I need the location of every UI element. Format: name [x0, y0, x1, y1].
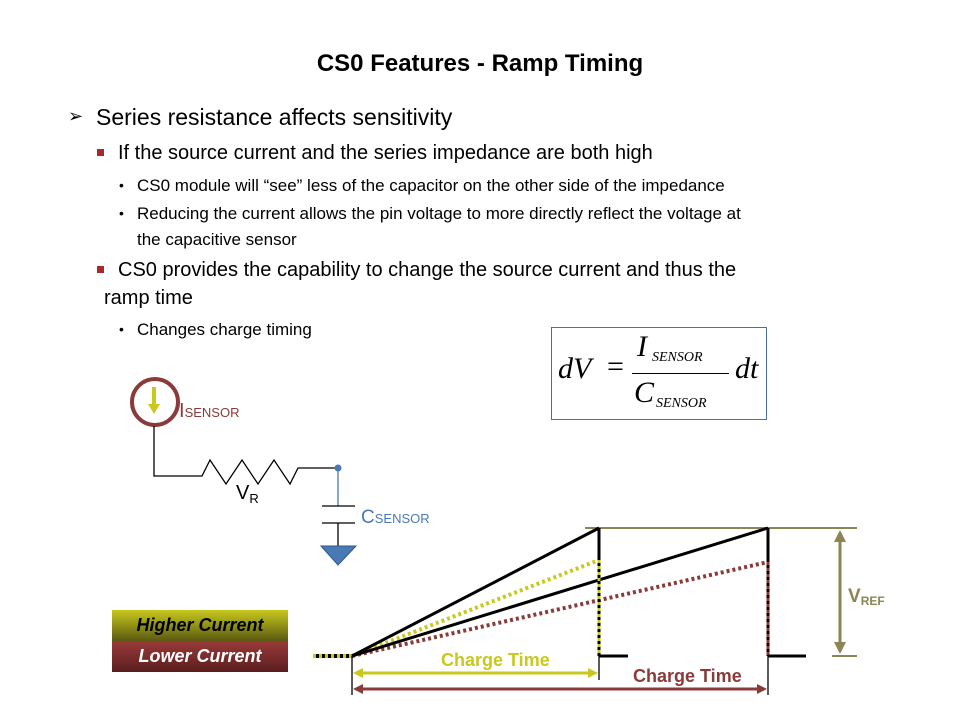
vr-label: VR — [236, 482, 259, 506]
bullet-l2: CS0 provides the capability to change th… — [118, 259, 737, 281]
current-source-icon — [130, 377, 180, 427]
arrow-head — [588, 668, 598, 678]
dot-bullet-icon: • — [119, 205, 124, 221]
charge-time-high-label: Charge Time — [441, 650, 550, 670]
isensor-label: ISENSOR — [179, 400, 239, 422]
arrow-head — [757, 684, 767, 694]
eq-rhs: dt — [735, 352, 759, 385]
higher-current-ramp — [351, 526, 600, 658]
bullet-l2: If the source current and the series imp… — [118, 142, 653, 164]
eq-lhs: dV — [558, 352, 592, 385]
circuit: ISENSOR VR CSENSOR — [130, 377, 430, 566]
eq-den: C — [634, 376, 655, 409]
legend-higher-current: Higher Current — [112, 610, 288, 641]
arrow-head — [353, 684, 363, 694]
equation-box: dV = I SENSOR C SENSOR dt — [551, 327, 767, 420]
higher-current-dotted-ramp — [351, 558, 600, 658]
legend-lower-current: Lower Current — [112, 641, 288, 672]
bullet-l3: Changes charge timing — [137, 320, 312, 339]
fraction-bar — [632, 373, 729, 374]
vref-label: VREF — [848, 586, 885, 608]
arrow-head — [353, 668, 363, 678]
lower-current-dotted-ramp — [351, 560, 769, 658]
bullet-l3: CS0 module will “see” less of the capaci… — [137, 176, 725, 195]
bullet-l3-cont: the capacitive sensor — [137, 230, 297, 249]
lower-current-ramp — [351, 526, 769, 658]
bullet-l1: Series resistance affects sensitivity — [96, 104, 453, 130]
ground-icon — [319, 545, 358, 566]
slide-title: CS0 Features - Ramp Timing — [316, 50, 644, 77]
current-arrow-head — [148, 404, 160, 414]
vref-arrow-head — [834, 642, 846, 654]
bullet-l2-cont: ramp time — [104, 287, 193, 309]
resistor-icon — [153, 426, 338, 486]
vref-arrow-head — [834, 530, 846, 542]
dot-bullet-icon: • — [119, 321, 124, 337]
eq-num: I — [637, 330, 647, 363]
charge-time-low-label: Charge Time — [633, 666, 742, 686]
dot-bullet-icon: • — [119, 177, 124, 193]
square-bullet-icon — [97, 149, 104, 156]
csensor-label: CSENSOR — [361, 507, 430, 528]
eq-sign: = — [607, 350, 624, 383]
eq-num-sub: SENSOR — [652, 350, 703, 365]
timing-diagram: VREF Charge Time Charge Time — [313, 526, 885, 695]
arrow-bullet-icon: ➢ — [68, 106, 84, 126]
bullet-l3: Reducing the current allows the pin volt… — [137, 204, 741, 223]
eq-den-sub: SENSOR — [656, 396, 707, 411]
square-bullet-icon — [97, 266, 104, 273]
